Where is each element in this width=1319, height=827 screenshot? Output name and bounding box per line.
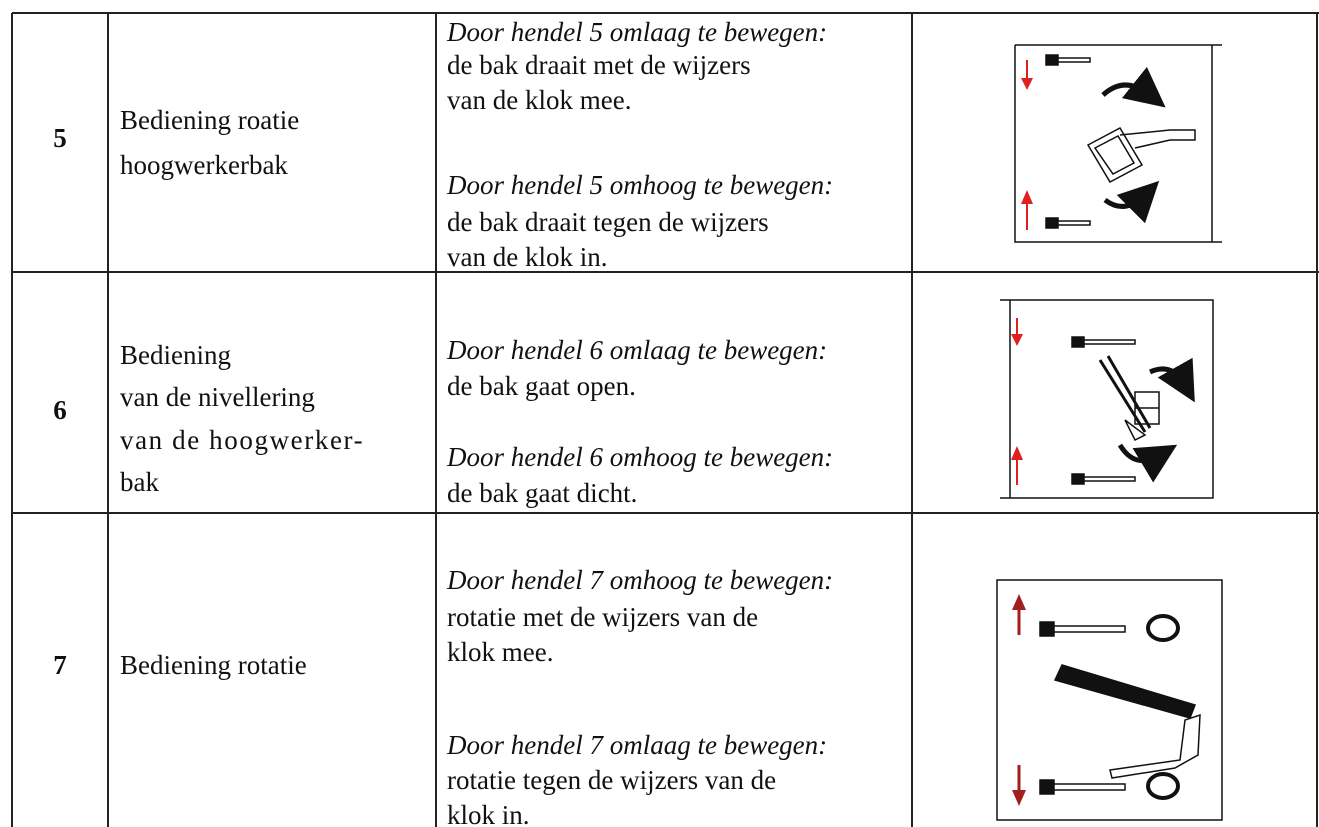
instruction-action: Door hendel 7 omlaag te bewegen:	[447, 730, 828, 760]
text-line: klok in.	[447, 800, 530, 827]
text-line: Bediening roatie	[120, 105, 300, 135]
row-number: 5	[53, 123, 67, 153]
instruction-action: Door hendel 5 omlaag te bewegen:	[447, 17, 828, 47]
text-line: rotatie tegen de wijzers van de	[447, 765, 777, 795]
instruction-action: Door hendel 6 omlaag te bewegen:	[447, 335, 828, 365]
grid-lines	[11, 12, 1319, 827]
text-line: hoogwerkerbak	[120, 150, 288, 180]
row-number: 7	[53, 650, 67, 680]
illustration-5	[1014, 44, 1222, 243]
text-line: de bak gaat dicht.	[447, 478, 638, 508]
text-line: Bediening rotatie	[120, 650, 307, 680]
text-line: klok mee.	[447, 637, 554, 667]
text-line: Bediening	[120, 340, 231, 370]
text-line: bak	[120, 467, 159, 497]
instruction-action: Door hendel 6 omhoog te bewegen:	[447, 442, 834, 472]
text-line: van de hoogwerker-	[120, 425, 365, 455]
text-line: de bak draait tegen de wijzers	[447, 207, 769, 237]
text-line: de bak draait met de wijzers	[447, 50, 751, 80]
text-line: rotatie met de wijzers van de	[447, 602, 759, 632]
text-line: van de klok in.	[447, 242, 608, 272]
illustration-6	[1000, 299, 1214, 499]
instruction-action: Door hendel 7 omhoog te bewegen:	[447, 565, 834, 595]
text-line: de bak gaat open.	[447, 371, 636, 401]
text-line: van de nivellering	[120, 382, 315, 412]
text-line: van de klok mee.	[447, 85, 632, 115]
instruction-action: Door hendel 5 omhoog te bewegen:	[447, 170, 834, 200]
row-number: 6	[53, 395, 67, 425]
illustration-7	[996, 579, 1223, 821]
